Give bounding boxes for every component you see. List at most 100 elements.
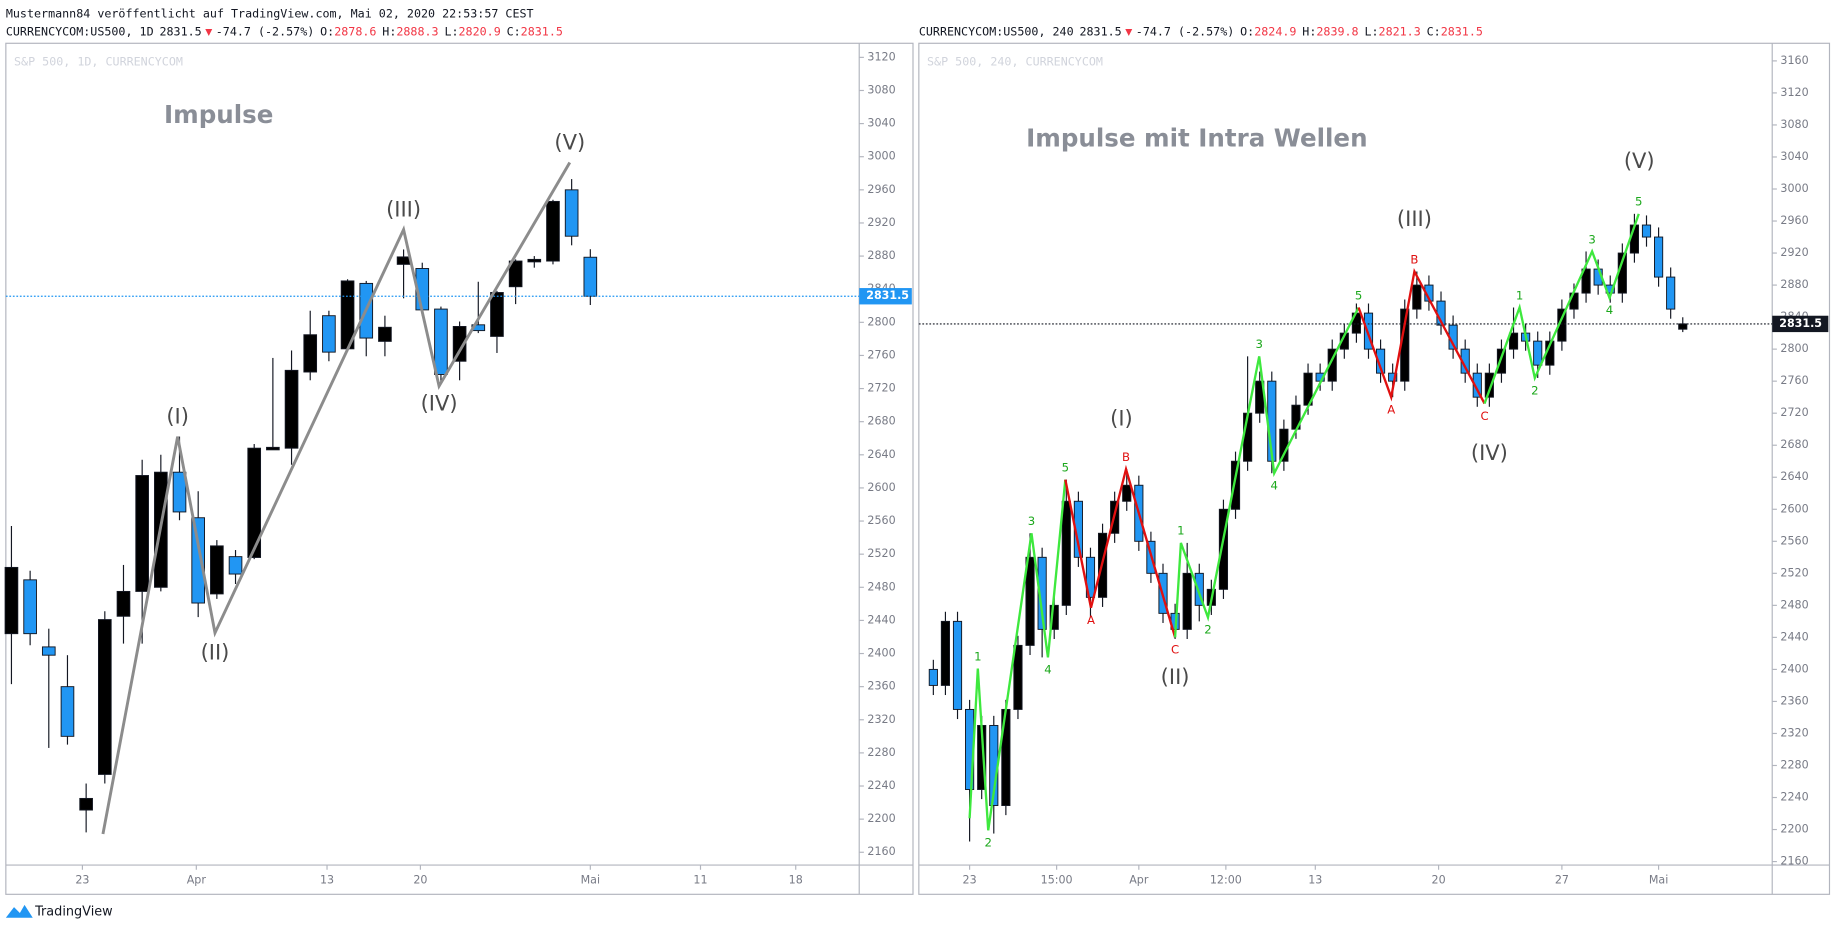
header-item: 2888.3 [396, 24, 438, 38]
header-item: C: [1427, 24, 1441, 38]
y-tick-label: 3080 [1780, 118, 1808, 131]
price-label-box [1772, 315, 1829, 333]
candle-body [1230, 460, 1241, 510]
candle-body [284, 369, 299, 449]
wave-label: A [1387, 403, 1395, 417]
candle-body [1641, 224, 1652, 238]
wave-label: 3 [1028, 514, 1035, 528]
x-tick-label: Mai [581, 873, 600, 886]
watermark: S&P 500, 240, CURRENCYCOM [927, 54, 1103, 68]
y-tick-label: 2640 [1780, 470, 1808, 483]
y-tick-label: 2920 [1780, 246, 1808, 259]
header-item: -74.7 (-2.57%) [1136, 24, 1235, 38]
wave-label: 4 [1270, 479, 1277, 493]
candle-body [1194, 572, 1204, 606]
wave-label: 4 [1606, 303, 1613, 317]
header: CURRENCYCOM:US500, 1D 2831.5 ▼ -74.7 (-2.57… [6, 24, 563, 38]
header-item: 2824.9 [1254, 24, 1296, 38]
chart-title: Impulse mit Intra Wellen [1026, 123, 1367, 152]
candle-body [1218, 508, 1229, 590]
header-item: O: [1240, 24, 1254, 38]
candle-body [1085, 556, 1096, 598]
y-tick-label: 3040 [1780, 150, 1808, 163]
x-tick-label: 13 [1308, 873, 1322, 886]
y-tick-label: 2200 [1780, 823, 1808, 836]
y-tick-label: 3160 [1780, 54, 1808, 67]
candle-body [79, 797, 93, 811]
y-tick-label: 2360 [1780, 694, 1808, 707]
chart-title: Impulse [164, 100, 273, 129]
pane-frame [918, 42, 1831, 895]
y-tick-label: 3080 [867, 83, 895, 96]
x-tick-label: 13 [320, 873, 334, 886]
y-tick-label: 2600 [867, 481, 895, 494]
wave-degree-label: (III) [386, 197, 421, 222]
header-item: 2831.5 [521, 24, 563, 38]
candle-body [1061, 500, 1071, 606]
y-tick-label: 2160 [867, 845, 895, 858]
header-item: H: [1302, 24, 1316, 38]
header-item: CURRENCYCOM:US500, 240 [919, 24, 1074, 38]
candle-body [1412, 284, 1422, 310]
y-tick-label: 2800 [1780, 342, 1808, 355]
wave-label: C [1171, 643, 1179, 657]
candle-body [1654, 236, 1664, 278]
candle-body [1025, 556, 1035, 646]
header-item: C: [507, 24, 521, 38]
wave-label: C [1480, 409, 1488, 423]
candle-body [1013, 644, 1023, 710]
y-tick-label: 2520 [1780, 566, 1808, 579]
wave-label: 2 [1531, 383, 1538, 397]
y-tick-label: 3000 [867, 150, 895, 163]
x-tick-label: 23 [963, 873, 977, 886]
header-item: CURRENCYCOM:US500, 1D [6, 24, 154, 38]
price-label-box [859, 288, 912, 305]
wave-label: 3 [1588, 232, 1595, 246]
candle-body [116, 590, 131, 617]
wave-label: 2 [985, 836, 992, 850]
wave-label: 1 [1516, 288, 1523, 302]
wave-label: 4 [1044, 663, 1051, 677]
x-tick-label: Mai [1649, 873, 1668, 886]
x-tick-label: 15:00 [1041, 873, 1073, 886]
publisher: Mustermann84 veröffentlicht auf TradingV… [6, 7, 534, 21]
x-tick-label: 12:00 [1210, 873, 1242, 886]
price-label: 2831.5 [1779, 317, 1822, 330]
candle-body [1533, 340, 1543, 366]
candle-body [172, 471, 187, 513]
candle-body [546, 200, 560, 262]
wave-line [1357, 267, 1486, 405]
candle-body [508, 260, 523, 288]
y-tick-label: 2520 [867, 547, 895, 560]
y-tick-label: 3120 [1780, 86, 1808, 99]
wave-label: B [1410, 252, 1418, 266]
x-tick-label: 27 [1555, 873, 1569, 886]
header-item: 2831.5 [159, 24, 201, 38]
candle-body [452, 325, 467, 362]
wave-label: 3 [1256, 337, 1263, 351]
wave-degree-label: (IV) [421, 390, 458, 415]
candle-body [191, 517, 205, 604]
watermark: S&P 500, 1D, CURRENCYCOM [14, 54, 183, 68]
candle-body [60, 686, 75, 737]
header-item: 2839.8 [1316, 24, 1358, 38]
candle-body [1678, 323, 1688, 330]
wave-degree-label: (I) [1110, 406, 1133, 431]
candle-body [1376, 348, 1386, 374]
header-item: L: [1364, 24, 1378, 38]
brand: TradingView [34, 904, 113, 919]
y-tick-label: 2320 [1780, 726, 1808, 739]
x-tick-label: 20 [1432, 873, 1446, 886]
header-item: ▼ [205, 24, 212, 38]
y-tick-label: 2760 [1780, 374, 1808, 387]
wave-line [1064, 464, 1177, 638]
candle-body [434, 308, 448, 375]
candle-body [41, 646, 56, 656]
y-tick-label: 2400 [867, 647, 895, 660]
y-tick-label: 2680 [867, 415, 895, 428]
logo [5, 904, 33, 918]
header-item: 2820.9 [459, 24, 501, 38]
y-tick-label: 2400 [1780, 662, 1808, 675]
candle-body [1484, 372, 1494, 398]
